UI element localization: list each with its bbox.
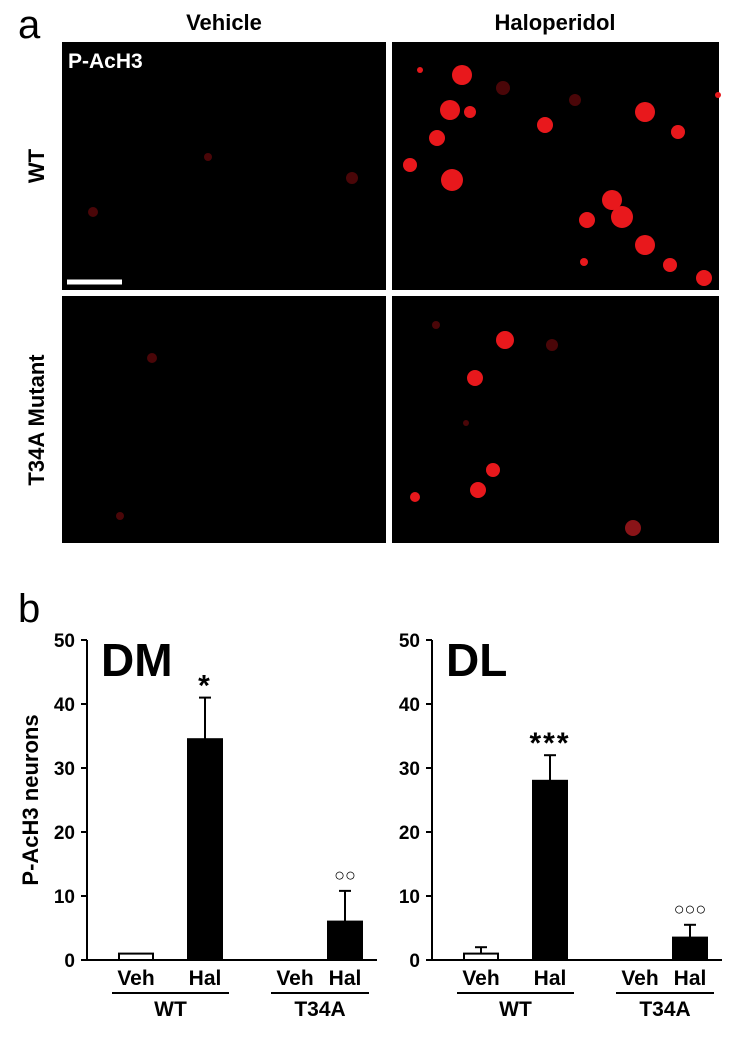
bar [463,952,499,961]
micrograph [62,296,386,543]
bar [532,779,568,961]
x-tick-label: Veh [117,967,154,990]
y-axis-label: P-AcH3 neurons [18,714,43,885]
panel-label: a [18,3,41,47]
micrographs: P-AcH3 [62,42,721,543]
bar [327,920,363,961]
x-tick-label: Hal [674,967,707,990]
micrograph [392,42,719,290]
y-tick-label: 0 [64,951,75,972]
y-tick-label: 10 [54,887,75,908]
row-heading: T34A Mutant [24,354,49,486]
chart-title: DM [101,634,173,686]
x-tick-label: Veh [276,967,313,990]
x-tick-label: Veh [621,967,658,990]
y-tick-label: 50 [54,631,75,652]
group-label: T34A [639,998,690,1021]
x-tick-label: Hal [329,967,362,990]
y-tick-label: 20 [54,823,75,844]
y-tick-label: 10 [399,887,420,908]
x-tick-label: Veh [462,967,499,990]
significance-mark: *** [529,727,570,760]
bright-nuclei [403,65,721,502]
micrograph [392,296,719,543]
y-tick-label: 30 [54,759,75,780]
group-label: WT [154,998,187,1021]
column-heading: Vehicle [186,10,262,35]
x-tick-label: Hal [534,967,567,990]
micrograph [62,42,386,290]
faint-nuclei [88,81,641,536]
significance-mark: ○○ [334,865,356,885]
y-tick-label: 40 [54,695,75,716]
group-label: T34A [294,998,345,1021]
panel-label: b [18,587,40,631]
bar [672,936,708,961]
y-tick-label: 20 [399,823,420,844]
y-tick-label: 30 [399,759,420,780]
bar [187,738,223,962]
x-tick-label: Hal [189,967,222,990]
y-tick-label: 0 [409,951,420,972]
y-tick-label: 40 [399,695,420,716]
column-heading: Haloperidol [494,10,615,35]
bar [118,952,154,961]
chart-title: DL [446,634,507,686]
image-label: P-AcH3 [68,50,143,73]
significance-mark: ○○○ [674,899,707,919]
significance-mark: * [198,670,212,703]
group-label: WT [499,998,532,1021]
row-heading: WT [24,148,49,183]
y-tick-label: 50 [399,631,420,652]
